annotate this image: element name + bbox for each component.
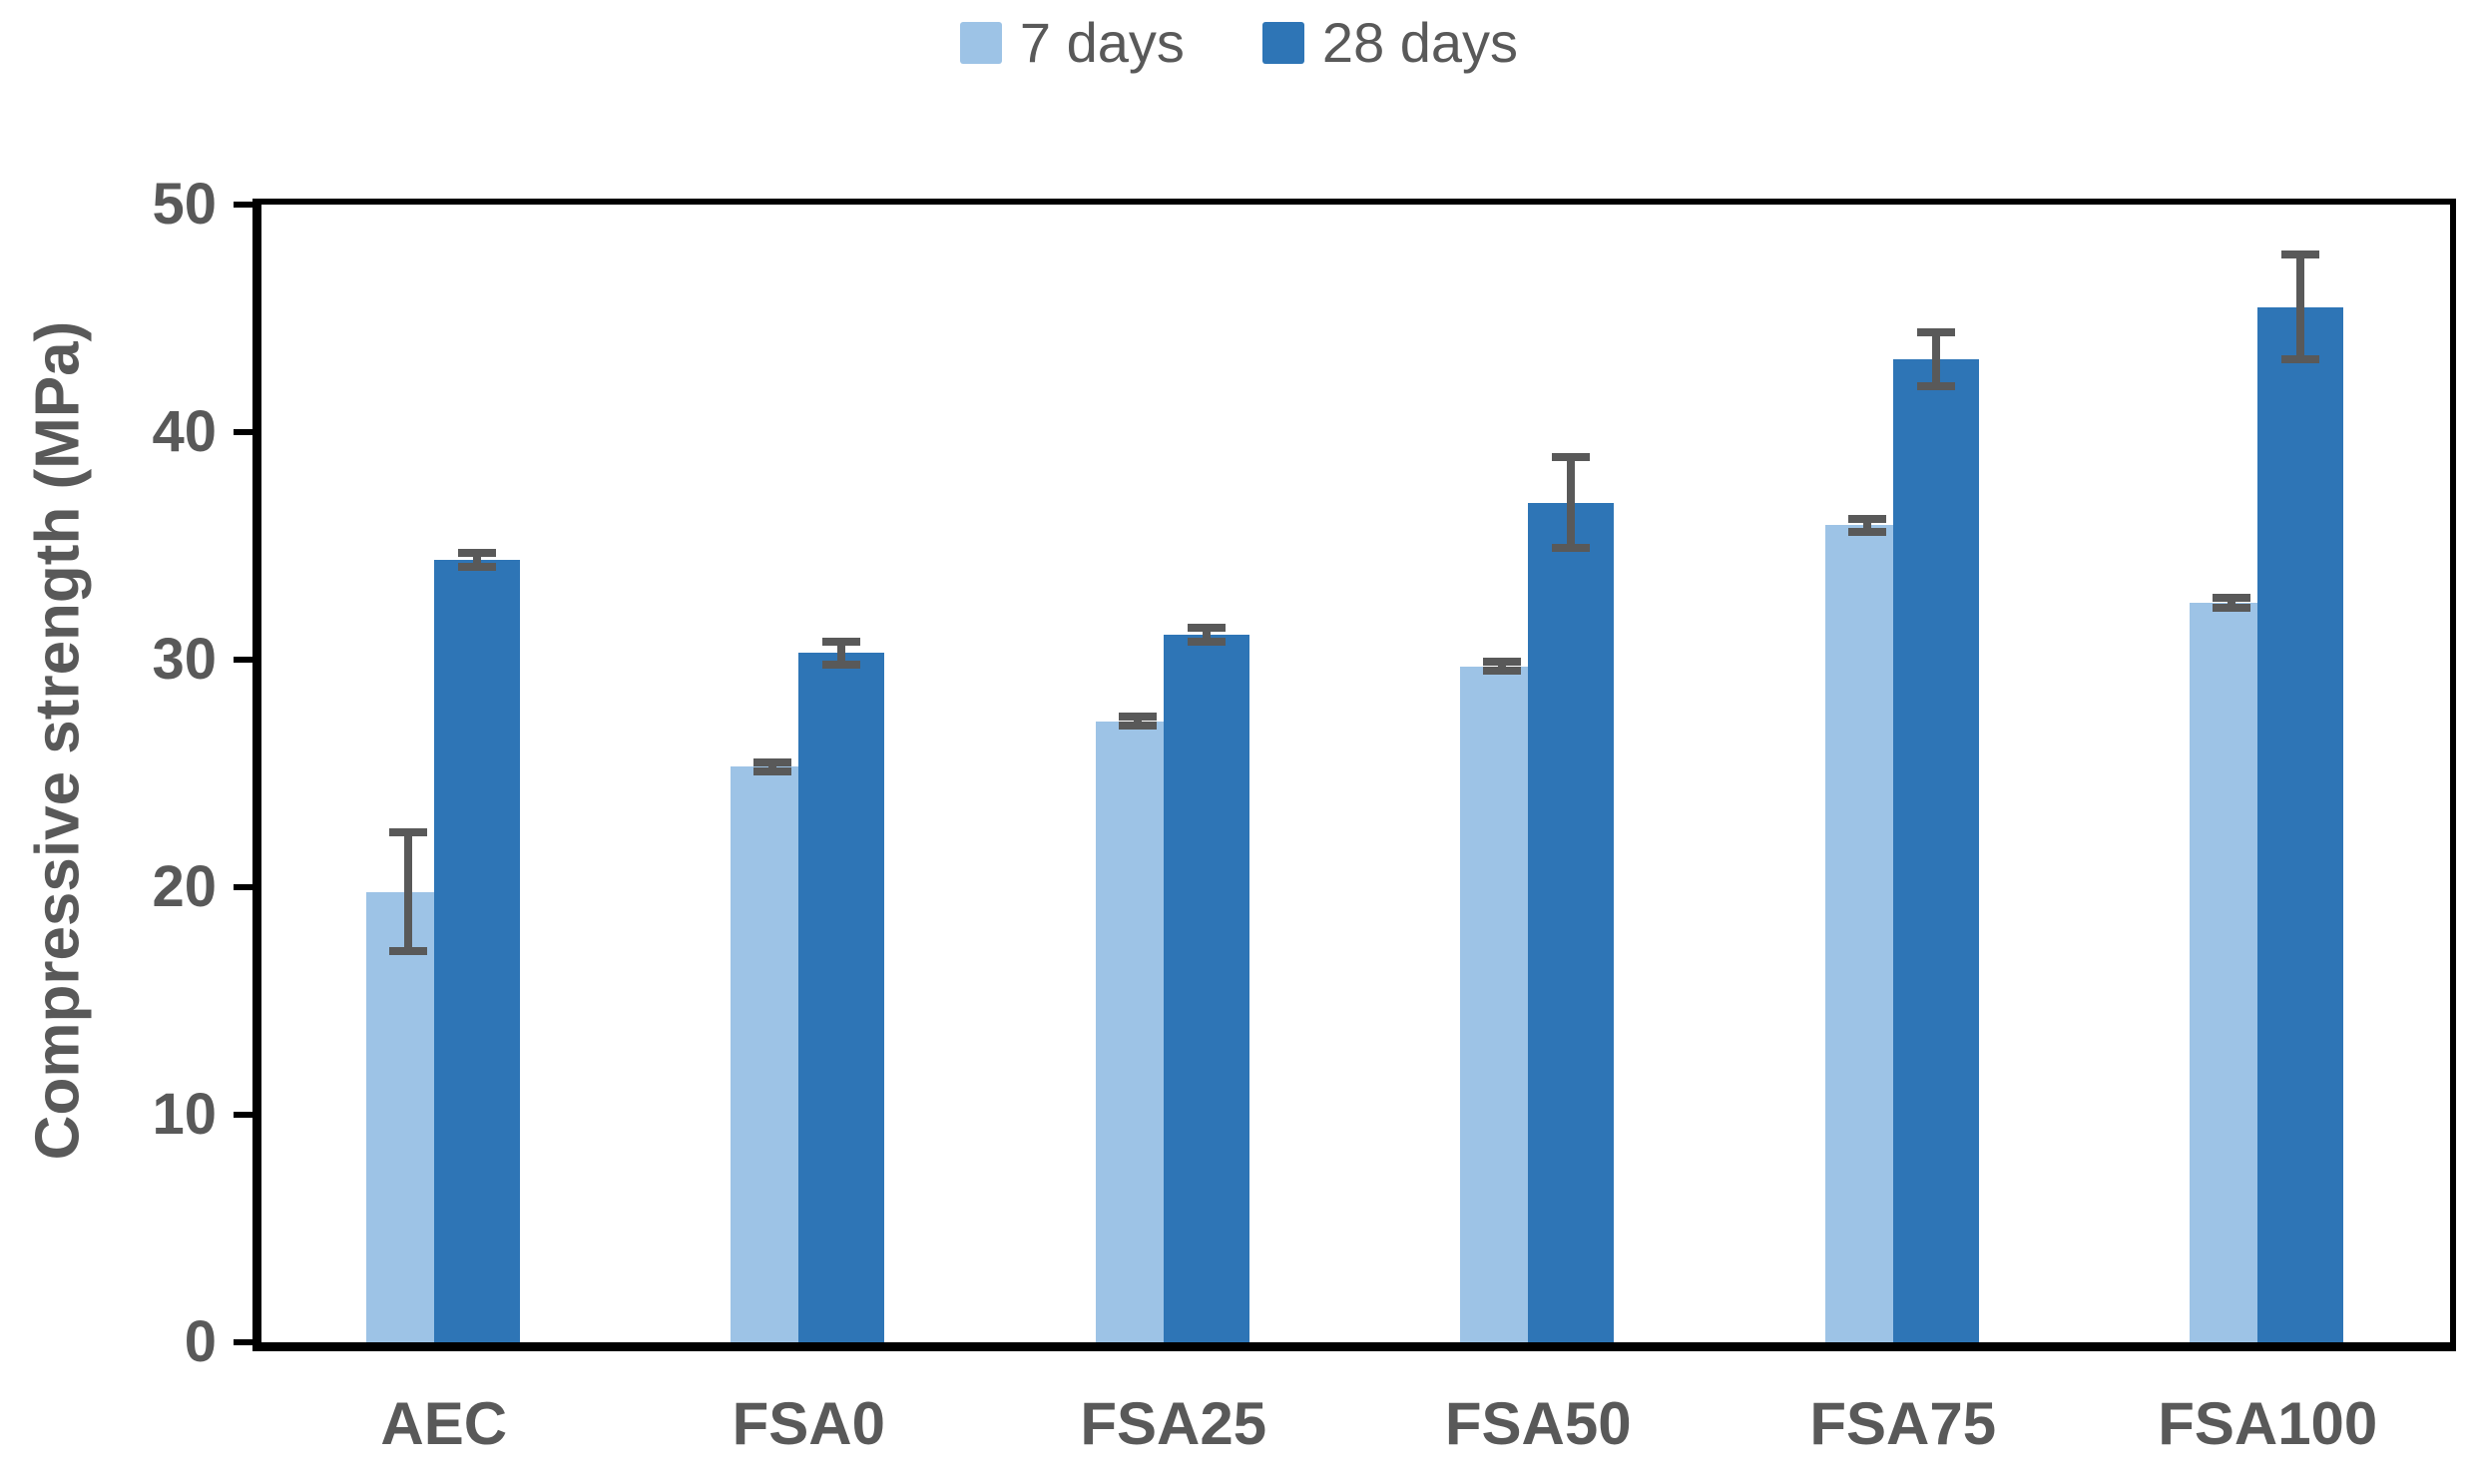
y-axis-tick (234, 1112, 252, 1118)
y-axis-title: Compressive strength (MPa) (23, 320, 93, 1161)
y-axis-tick (234, 429, 252, 435)
error-bar-7-days-FSA75 (1862, 518, 1871, 533)
legend-label-7-days: 7 days (1019, 11, 1185, 74)
x-category-label: FSA50 (1444, 1390, 1632, 1457)
error-bar-7-days-AEC-bottom-cap (388, 946, 427, 955)
error-bar-7-days-FSA50-top-cap (1483, 658, 1522, 667)
y-axis-tick-label: 40 (152, 399, 217, 464)
error-bar-7-days-FSA50-bottom-cap (1483, 667, 1522, 676)
y-axis-tick (234, 657, 252, 663)
error-bar-28-days-FSA75 (1931, 331, 1940, 387)
error-bar-28-days-FSA25-top-cap (1187, 624, 1226, 633)
error-bar-28-days-FSA25 (1202, 628, 1211, 642)
error-bar-28-days-FSA50 (1567, 457, 1576, 549)
x-category-label: FSA25 (1080, 1390, 1267, 1457)
plot-area: 0 10 20 30 40 50 AEC FSA0 FSA25 FSA50 FSA75 FSA100 (152, 176, 2456, 1454)
legend-swatch-7-days (959, 21, 1002, 64)
y-axis-tick-label: 20 (152, 854, 217, 919)
error-bar-28-days-FSA75-top-cap (1916, 327, 1955, 336)
error-bar-7-days-FSA50 (1498, 662, 1507, 672)
legend-label-28-days: 28 days (1321, 11, 1519, 74)
legend-item-28-days: 28 days (1261, 10, 1519, 75)
x-category-label: AEC (380, 1390, 508, 1457)
error-bar-7-days-FSA100-top-cap (2213, 594, 2251, 603)
error-bar-7-days-FSA75-top-cap (1847, 514, 1886, 523)
error-bar-7-days-FSA0 (768, 761, 777, 771)
error-bar-7-days-FSA0-top-cap (753, 757, 792, 766)
y-axis-tick-label: 30 (152, 627, 217, 692)
error-bar-28-days-AEC (472, 552, 481, 567)
x-category-label: FSA0 (732, 1390, 885, 1457)
error-bar-28-days-FSA50-bottom-cap (1552, 544, 1591, 553)
bar-28-days-FSA75 (1892, 359, 1979, 1342)
error-bar-7-days-FSA25 (1133, 717, 1142, 727)
bar-28-days-FSA0 (798, 653, 885, 1342)
y-axis-tick-label: 10 (152, 1082, 217, 1147)
error-bar-28-days-AEC-bottom-cap (457, 562, 496, 571)
y-axis-tick (234, 1339, 252, 1345)
error-bar-28-days-FSA25-bottom-cap (1187, 637, 1226, 646)
bar-28-days-AEC (433, 559, 520, 1342)
error-bar-7-days-FSA100 (2228, 598, 2236, 608)
bar-28-days-FSA50 (1528, 502, 1615, 1342)
error-bar-28-days-FSA0-bottom-cap (822, 660, 861, 669)
legend-swatch-28-days (1261, 21, 1304, 64)
y-axis-tick-label: 0 (184, 1309, 217, 1374)
error-bar-28-days-FSA50-top-cap (1552, 453, 1591, 462)
legend: 7 days 28 days (0, 10, 2478, 75)
error-bar-28-days-FSA100-top-cap (2281, 250, 2320, 259)
x-category-label: FSA75 (1809, 1390, 1997, 1457)
error-bar-7-days-FSA100-bottom-cap (2213, 603, 2251, 612)
error-bar-28-days-FSA100 (2296, 254, 2305, 360)
y-axis-tick (234, 884, 252, 890)
error-bar-7-days-FSA25-top-cap (1118, 713, 1157, 721)
error-bar-7-days-AEC (403, 832, 412, 951)
error-bar-28-days-AEC-top-cap (457, 548, 496, 557)
y-axis-tick-label: 50 (152, 172, 217, 237)
error-bar-28-days-FSA75-bottom-cap (1916, 382, 1955, 391)
error-bar-28-days-FSA0 (837, 641, 846, 665)
bar-28-days-FSA25 (1163, 634, 1249, 1342)
error-bar-28-days-FSA100-bottom-cap (2281, 355, 2320, 364)
error-bar-7-days-FSA75-bottom-cap (1847, 528, 1886, 537)
y-axis-tick (234, 202, 252, 208)
error-bar-28-days-FSA0-top-cap (822, 637, 861, 646)
legend-item-7-days: 7 days (959, 10, 1185, 75)
error-bar-7-days-FSA25-bottom-cap (1118, 722, 1157, 731)
error-bar-7-days-FSA0-bottom-cap (753, 766, 792, 775)
x-category-label: FSA100 (2158, 1390, 2378, 1457)
bar-28-days-FSA100 (2257, 306, 2344, 1342)
error-bar-7-days-AEC-top-cap (388, 828, 427, 837)
